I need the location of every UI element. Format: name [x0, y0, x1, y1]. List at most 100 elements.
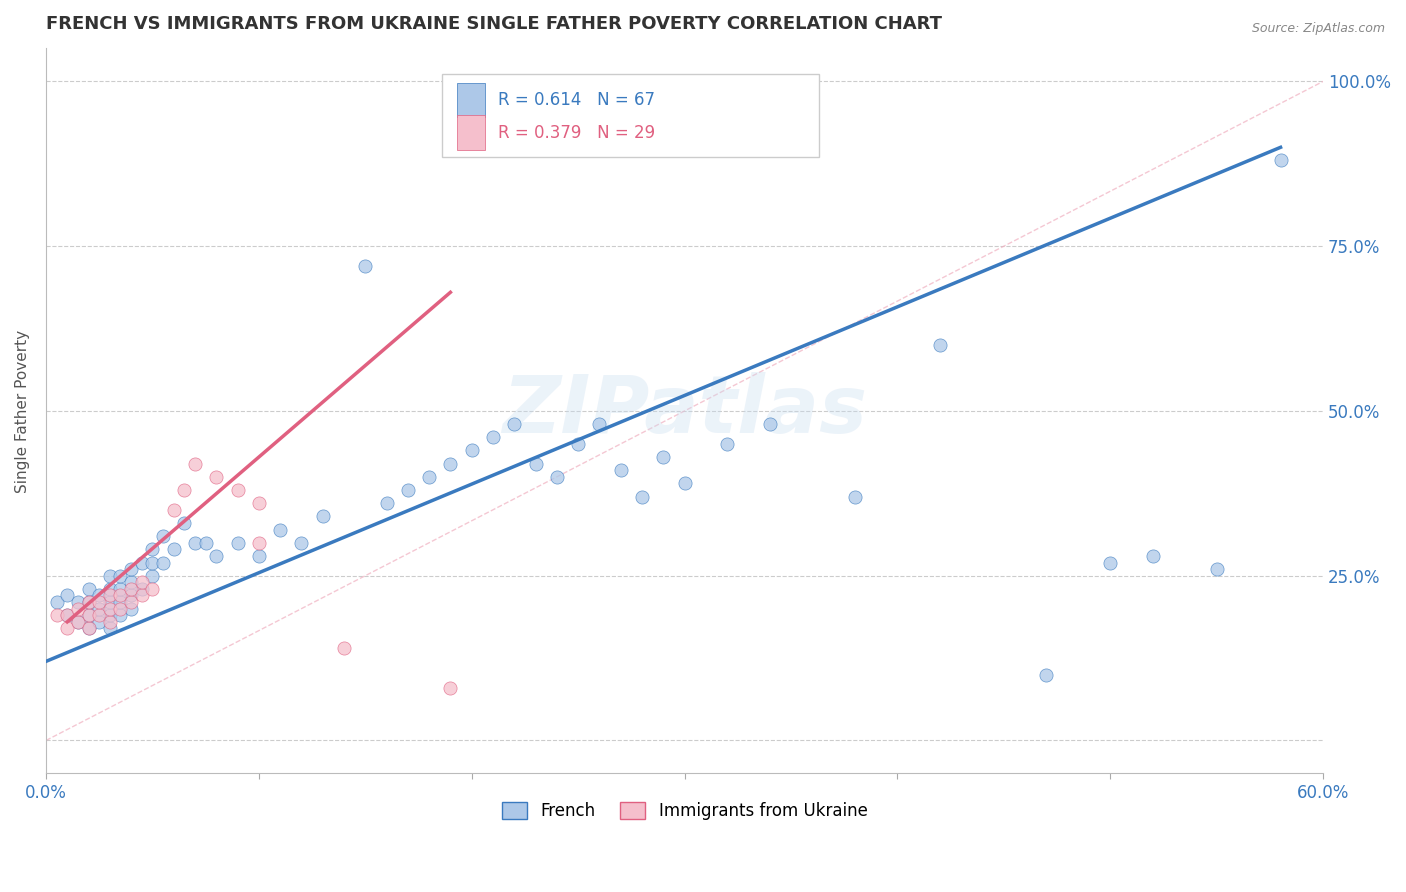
Point: [588, 417, 610, 431]
Point: [184, 535, 207, 549]
Point: [120, 589, 142, 603]
Point: [439, 457, 461, 471]
Point: [1035, 667, 1057, 681]
Point: [844, 490, 866, 504]
Point: [546, 470, 568, 484]
Point: [45, 595, 67, 609]
Point: [131, 582, 153, 596]
Point: [77, 608, 100, 623]
Point: [77, 582, 100, 596]
Point: [290, 535, 312, 549]
Point: [929, 338, 952, 352]
Text: FRENCH VS IMMIGRANTS FROM UKRAINE SINGLE FATHER POVERTY CORRELATION CHART: FRENCH VS IMMIGRANTS FROM UKRAINE SINGLE…: [46, 15, 942, 33]
Point: [110, 582, 132, 596]
Point: [66, 595, 89, 609]
Point: [163, 542, 186, 557]
Point: [120, 601, 142, 615]
Point: [141, 582, 163, 596]
Point: [120, 575, 142, 590]
Text: R = 0.379   N = 29: R = 0.379 N = 29: [498, 124, 655, 142]
Point: [110, 601, 132, 615]
Point: [173, 516, 195, 530]
Point: [673, 476, 696, 491]
Legend: French, Immigrants from Ukraine: French, Immigrants from Ukraine: [495, 796, 875, 827]
Point: [312, 509, 335, 524]
Point: [1270, 153, 1292, 168]
Point: [89, 589, 111, 603]
Point: [631, 490, 654, 504]
Point: [141, 556, 163, 570]
Point: [66, 615, 89, 629]
Point: [77, 595, 100, 609]
FancyBboxPatch shape: [441, 74, 818, 157]
Point: [247, 535, 270, 549]
Text: Source: ZipAtlas.com: Source: ZipAtlas.com: [1251, 22, 1385, 36]
Point: [226, 483, 249, 497]
Point: [439, 681, 461, 695]
Point: [89, 608, 111, 623]
Point: [482, 430, 505, 444]
Point: [163, 503, 186, 517]
Point: [418, 470, 440, 484]
Point: [333, 641, 356, 656]
Point: [98, 608, 121, 623]
Point: [194, 535, 217, 549]
Point: [173, 483, 195, 497]
Point: [56, 589, 79, 603]
Point: [131, 575, 153, 590]
Point: [141, 568, 163, 582]
Point: [205, 549, 228, 563]
Point: [98, 595, 121, 609]
Point: [66, 601, 89, 615]
Point: [269, 523, 291, 537]
Point: [131, 589, 153, 603]
Point: [1099, 556, 1122, 570]
Point: [56, 608, 79, 623]
Point: [396, 483, 419, 497]
Point: [152, 529, 174, 543]
Point: [567, 437, 589, 451]
Point: [66, 615, 89, 629]
Point: [98, 582, 121, 596]
Point: [98, 589, 121, 603]
Point: [56, 622, 79, 636]
Point: [77, 608, 100, 623]
Text: ZIPatlas: ZIPatlas: [502, 372, 868, 450]
Point: [89, 601, 111, 615]
Point: [460, 443, 482, 458]
Text: R = 0.614   N = 67: R = 0.614 N = 67: [498, 91, 655, 109]
Point: [152, 556, 174, 570]
Point: [56, 608, 79, 623]
Point: [77, 595, 100, 609]
Point: [110, 595, 132, 609]
Point: [77, 622, 100, 636]
Point: [354, 259, 377, 273]
Point: [247, 496, 270, 510]
Point: [89, 615, 111, 629]
Point: [98, 568, 121, 582]
Point: [110, 589, 132, 603]
Point: [716, 437, 738, 451]
Point: [98, 622, 121, 636]
Point: [110, 608, 132, 623]
Point: [98, 601, 121, 615]
Point: [205, 470, 228, 484]
Point: [609, 463, 631, 477]
Point: [120, 582, 142, 596]
Y-axis label: Single Father Poverty: Single Father Poverty: [15, 329, 30, 492]
Point: [110, 568, 132, 582]
Point: [98, 615, 121, 629]
Point: [89, 595, 111, 609]
Point: [141, 542, 163, 557]
Point: [758, 417, 780, 431]
Point: [1142, 549, 1164, 563]
Point: [524, 457, 547, 471]
Point: [247, 549, 270, 563]
Point: [120, 562, 142, 576]
Point: [77, 622, 100, 636]
Point: [184, 457, 207, 471]
Point: [503, 417, 526, 431]
FancyBboxPatch shape: [457, 115, 485, 150]
Point: [652, 450, 675, 464]
Point: [226, 535, 249, 549]
